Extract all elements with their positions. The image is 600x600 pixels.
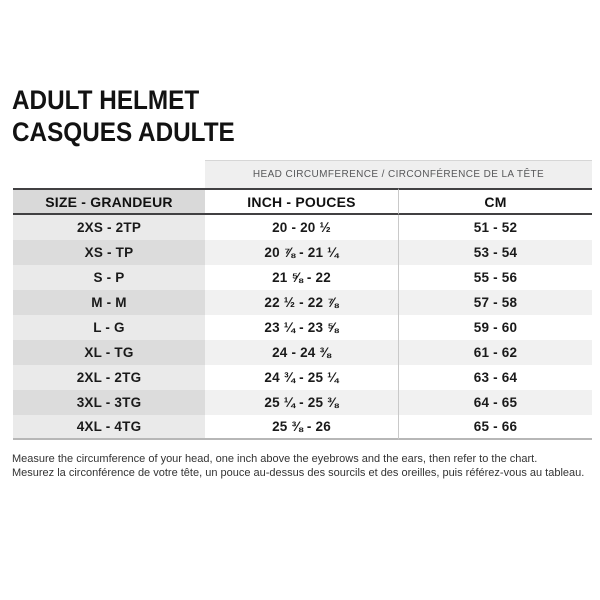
cm-cell: 55 - 56 <box>398 265 592 290</box>
cm-cell: 63 - 64 <box>398 365 592 390</box>
inch-cell: 25 ¼ - 25 ⅜ <box>205 390 398 415</box>
size-cell: 2XL - 2TG <box>13 365 205 390</box>
cm-cell: 64 - 65 <box>398 390 592 415</box>
inch-cell: 22 ½ - 22 ⅞ <box>205 290 398 315</box>
inch-cell: 23 ¼ - 23 ⅝ <box>205 315 398 340</box>
cm-cell: 61 - 62 <box>398 340 592 365</box>
span-header-spacer <box>13 160 205 188</box>
size-table-grid: SIZE - GRANDEUR INCH - POUCES CM 2XS - 2… <box>13 188 592 440</box>
cm-cell: 57 - 58 <box>398 290 592 315</box>
measure-instructions: Measure the circumference of your head, … <box>12 452 584 480</box>
size-cell: M - M <box>13 290 205 315</box>
cm-cell: 59 - 60 <box>398 315 592 340</box>
size-chart-table: HEAD CIRCUMFERENCE / CIRCONFÉRENCE DE LA… <box>13 160 592 440</box>
inch-cell: 21 ⅝ - 22 <box>205 265 398 290</box>
inch-cell: 25 ⅜ - 26 <box>205 415 398 440</box>
inch-cell: 24 - 24 ⅜ <box>205 340 398 365</box>
page-title: ADULT HELMET CASQUES ADULTE <box>12 84 235 148</box>
inch-cell: 20 - 20 ½ <box>205 215 398 240</box>
column-header-cm: CM <box>398 188 592 215</box>
size-cell: 2XS - 2TP <box>13 215 205 240</box>
cm-cell: 51 - 52 <box>398 215 592 240</box>
cm-cell: 65 - 66 <box>398 415 592 440</box>
cm-cell: 53 - 54 <box>398 240 592 265</box>
instruction-line-fr: Mesurez la circonférence de votre tête, … <box>12 467 585 479</box>
size-cell: XL - TG <box>13 340 205 365</box>
title-line-en: ADULT HELMET <box>12 85 200 115</box>
head-circumference-header: HEAD CIRCUMFERENCE / CIRCONFÉRENCE DE LA… <box>205 160 592 188</box>
size-cell: S - P <box>13 265 205 290</box>
column-header-inch: INCH - POUCES <box>205 188 398 215</box>
inch-cell: 24 ¾ - 25 ¼ <box>205 365 398 390</box>
size-cell: 3XL - 3TG <box>13 390 205 415</box>
instruction-line-en: Measure the circumference of your head, … <box>12 453 538 465</box>
size-cell: L - G <box>13 315 205 340</box>
span-header-row: HEAD CIRCUMFERENCE / CIRCONFÉRENCE DE LA… <box>13 160 592 188</box>
inch-cell: 20 ⅞ - 21 ¼ <box>205 240 398 265</box>
column-header-size: SIZE - GRANDEUR <box>13 188 205 215</box>
size-cell: 4XL - 4TG <box>13 415 205 440</box>
title-line-fr: CASQUES ADULTE <box>12 117 235 147</box>
size-cell: XS - TP <box>13 240 205 265</box>
